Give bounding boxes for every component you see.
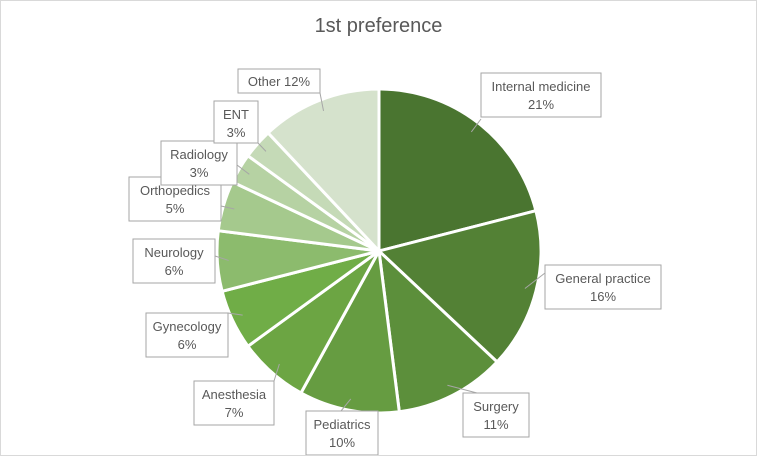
data-label-general-practice: General practice 16% xyxy=(524,264,662,310)
label-percent: 21% xyxy=(528,97,554,112)
leader-line xyxy=(447,384,478,394)
pie-slice-surgery xyxy=(376,247,500,414)
label-text: Orthopedics 5% xyxy=(140,183,211,216)
label-text: Surgery 11% xyxy=(473,399,519,432)
label-category: ENT xyxy=(223,107,249,122)
leader-line xyxy=(227,312,243,316)
leader-line xyxy=(470,118,482,133)
leader-line xyxy=(214,255,229,261)
label-percent: 10% xyxy=(329,435,355,450)
label-box xyxy=(544,264,662,310)
label-text: General practice 16% xyxy=(555,271,650,304)
label-line: Other 12% xyxy=(248,74,311,89)
label-percent: 5% xyxy=(166,201,185,216)
label-percent: 3% xyxy=(227,125,246,140)
data-label-other: Other 12% xyxy=(237,68,325,112)
leader-line xyxy=(524,272,546,289)
label-category: Internal medicine xyxy=(492,79,591,94)
data-label-radiology: Radiology 3% xyxy=(160,140,250,186)
data-label-ent: ENT 3% xyxy=(213,100,267,152)
pie-slice-general-practice xyxy=(375,208,543,365)
label-text: Radiology 3% xyxy=(170,147,228,180)
label-text: Anesthesia 7% xyxy=(202,387,267,420)
pie-slice-other xyxy=(265,87,381,255)
label-box xyxy=(462,392,530,438)
label-text: Neurology 6% xyxy=(144,245,204,278)
label-percent: 11% xyxy=(483,417,508,432)
leader-line xyxy=(273,363,280,382)
leader-line xyxy=(340,398,352,412)
label-text: Gynecology 6% xyxy=(153,319,222,352)
label-category: Orthopedics xyxy=(140,183,211,198)
label-category: Anesthesia xyxy=(202,387,267,402)
data-label-surgery: Surgery 11% xyxy=(447,384,530,438)
data-label-anesthesia: Anesthesia 7% xyxy=(193,363,280,426)
label-text: Pediatrics 10% xyxy=(313,417,371,450)
label-percent: 6% xyxy=(165,263,184,278)
pie-slice-pediatrics xyxy=(298,246,401,415)
leader-line xyxy=(257,142,267,152)
label-category: Neurology xyxy=(144,245,204,260)
label-category: Surgery xyxy=(473,399,519,414)
label-box xyxy=(305,410,379,455)
label-box xyxy=(213,100,259,144)
label-text: ENT 3% xyxy=(223,107,249,140)
data-label-gynecology: Gynecology 6% xyxy=(145,312,243,358)
label-box xyxy=(160,140,238,186)
data-label-pediatrics: Pediatrics 10% xyxy=(305,398,379,455)
leader-line xyxy=(220,205,235,210)
label-percent: 16% xyxy=(590,289,616,304)
label-box xyxy=(132,238,216,284)
label-percent: 6% xyxy=(178,337,197,352)
label-percent: 7% xyxy=(225,405,244,420)
label-text: Internal medicine 21% xyxy=(492,79,591,112)
label-box xyxy=(145,312,229,358)
leader-line xyxy=(236,164,250,175)
label-category: Gynecology xyxy=(153,319,222,334)
label-box xyxy=(193,380,275,426)
label-category: Pediatrics xyxy=(313,417,371,432)
chart-title: 1st preference xyxy=(314,15,443,37)
label-box xyxy=(480,72,602,118)
leader-line xyxy=(319,92,325,112)
label-category: Radiology xyxy=(170,147,228,162)
label-percent: 3% xyxy=(190,165,209,180)
label-text: Other 12% xyxy=(248,74,311,89)
data-label-internal-medicine: Internal medicine 21% xyxy=(470,72,602,133)
data-label-neurology: Neurology 6% xyxy=(132,238,229,284)
label-box xyxy=(237,68,321,94)
label-category: General practice xyxy=(555,271,650,286)
